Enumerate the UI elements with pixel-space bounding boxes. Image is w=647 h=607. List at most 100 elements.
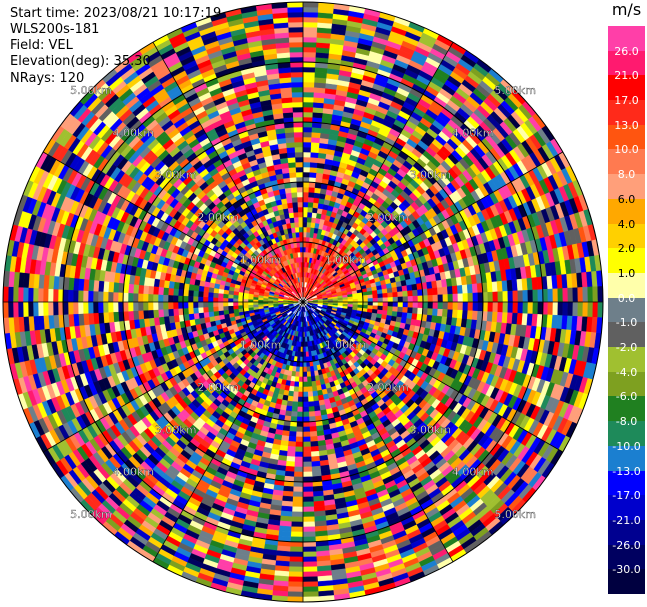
range-gate — [302, 31, 318, 38]
range-gate — [552, 301, 559, 316]
range-gate — [302, 441, 311, 448]
range-gate — [302, 196, 309, 203]
range-gate — [302, 226, 308, 233]
range-gate — [537, 301, 544, 315]
range-gate — [306, 376, 312, 383]
range-gate — [387, 301, 394, 307]
range-gate — [302, 366, 307, 373]
range-gate — [290, 526, 304, 533]
range-gate — [387, 306, 394, 312]
range-gate — [299, 361, 304, 368]
range-gate — [302, 201, 309, 208]
range-gate — [492, 291, 499, 303]
range-gate — [302, 71, 316, 78]
range-gate — [292, 391, 299, 398]
range-gate — [305, 346, 309, 353]
range-gate — [292, 501, 304, 508]
range-gate — [302, 1, 319, 8]
range-gate — [293, 381, 300, 388]
range-gate — [309, 171, 317, 178]
range-gate — [302, 556, 317, 563]
range-gate — [302, 86, 315, 93]
range-gate — [542, 288, 549, 303]
range-gate — [288, 561, 304, 568]
range-gate — [287, 591, 304, 598]
range-gate — [382, 305, 389, 312]
range-gate — [302, 431, 311, 438]
range-gate — [357, 301, 364, 306]
range-gate — [302, 166, 311, 173]
range-gate — [312, 112, 324, 119]
range-gate — [286, 450, 296, 458]
range-gate — [305, 361, 311, 368]
range-gate — [386, 287, 393, 294]
range-gate — [299, 366, 304, 373]
range-gate — [306, 216, 313, 223]
range-gate — [396, 286, 403, 293]
range-gate — [288, 576, 304, 583]
range-gate — [377, 301, 384, 307]
range-gate — [377, 297, 384, 303]
range-gate — [432, 301, 439, 310]
range-gate — [512, 290, 519, 303]
range-gate — [307, 211, 313, 218]
range-gate — [302, 171, 311, 178]
range-gate — [294, 446, 304, 453]
range-gate — [302, 211, 308, 218]
range-gate — [302, 6, 319, 13]
range-gate — [302, 186, 310, 193]
range-gate — [302, 56, 317, 63]
range-gate — [291, 516, 304, 523]
range-gate — [417, 301, 424, 309]
range-gate — [392, 291, 399, 298]
range-gate — [289, 546, 304, 553]
range-gate — [442, 294, 449, 303]
range-gate — [302, 106, 314, 113]
range-gate — [297, 391, 304, 398]
range-gate — [302, 181, 310, 188]
range-gate — [302, 351, 307, 358]
range-gate — [457, 293, 464, 303]
range-gate — [291, 511, 304, 518]
range-gate — [487, 301, 494, 313]
range-gate — [302, 371, 308, 378]
range-gate — [302, 531, 316, 538]
range-gate — [298, 376, 304, 383]
range-gate — [311, 385, 318, 392]
range-gate — [367, 301, 374, 306]
range-gate — [287, 445, 296, 453]
range-gate — [309, 365, 315, 372]
range-gate — [412, 307, 419, 315]
range-gate — [302, 126, 313, 133]
range-gate — [572, 301, 579, 317]
range-gate — [452, 301, 459, 311]
range-gate — [466, 310, 474, 321]
range-gate — [381, 288, 388, 294]
range-gate — [302, 501, 314, 508]
range-gate — [293, 386, 299, 393]
range-gate — [290, 531, 304, 538]
range-gate — [305, 356, 310, 363]
range-gate — [376, 289, 383, 295]
range-gate — [288, 436, 297, 443]
range-gate — [401, 312, 408, 319]
range-gate — [307, 386, 313, 393]
range-gate — [387, 297, 394, 303]
range-gate — [309, 166, 318, 173]
range-gate — [302, 76, 316, 83]
range-gate — [302, 131, 313, 138]
range-gate — [392, 296, 399, 303]
range-gate — [302, 361, 307, 368]
range-gate — [302, 191, 310, 198]
range-gate — [302, 101, 314, 108]
range-gate — [402, 290, 409, 298]
range-gate — [311, 465, 322, 473]
range-gate — [502, 291, 509, 303]
range-gate — [302, 156, 311, 163]
range-gate — [442, 301, 449, 310]
range-gate — [309, 161, 318, 168]
range-gate — [287, 440, 296, 448]
range-gate — [572, 287, 579, 303]
range-gate — [417, 295, 424, 303]
range-gate — [302, 381, 308, 388]
